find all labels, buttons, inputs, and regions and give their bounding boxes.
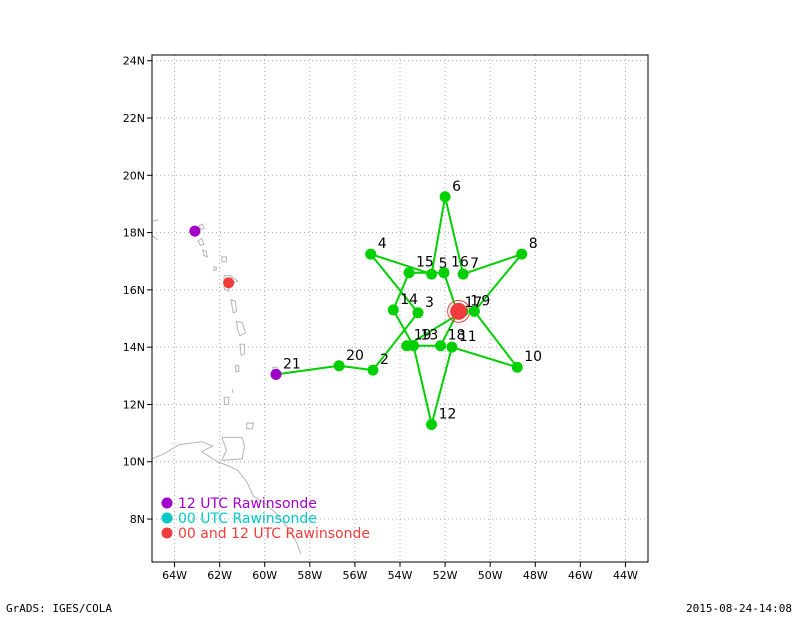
rawinsonde-stations: [189, 225, 282, 380]
island-stlucia: [239, 343, 245, 356]
island-grenadines: [231, 388, 234, 394]
track-point-label: 17: [464, 295, 482, 311]
track-point: [365, 248, 377, 260]
track-point-label: 12: [439, 407, 457, 423]
x-tick-label: 62W: [207, 569, 232, 582]
track-point: [438, 267, 450, 279]
x-tick-label: 56W: [342, 569, 367, 582]
island-tobago: [246, 422, 255, 430]
island-montserrat: [213, 266, 217, 272]
storm-center-marker: [450, 302, 468, 320]
island-stcroix: [151, 235, 158, 241]
track-point-label: 6: [452, 179, 461, 195]
x-tick-label: 44W: [613, 569, 638, 582]
track-point-label: 9: [481, 293, 490, 309]
x-tick-label: 60W: [252, 569, 277, 582]
island-stbarts: [197, 237, 205, 247]
map-frame: 64W 62W 60W 58W 56W 54W 52W 50W 48W 46W 44W8N10N12…: [123, 54, 649, 582]
coast-south-america: [151, 441, 302, 554]
track-point: [401, 340, 413, 352]
legend-label: 00 UTC Rawinsonde: [178, 511, 317, 527]
x-tick-label: 64W: [162, 569, 187, 582]
track-point: [426, 268, 438, 280]
x-tick-label: 54W: [388, 569, 413, 582]
y-tick-label: 24N: [123, 55, 145, 68]
track-point-label: 13: [421, 328, 439, 344]
island-martinique: [235, 320, 247, 337]
track-lines: [275, 195, 523, 426]
track-point-label: 2: [380, 352, 389, 368]
y-tick-label: 12N: [123, 398, 145, 411]
y-tick-label: 20N: [123, 169, 145, 182]
track-point-label: 20: [346, 348, 364, 364]
island-bvi: [152, 219, 159, 222]
track-point-label: 19: [414, 328, 432, 344]
track-point-label: 1: [470, 293, 479, 309]
track-point: [511, 361, 523, 373]
track-point: [435, 340, 447, 352]
footer-credit: GrADS: IGES/COLA: [6, 602, 112, 615]
island-grenada: [223, 396, 230, 405]
y-tick-label: 14N: [123, 341, 145, 354]
footer-timestamp: 2015-08-24-14:08: [686, 602, 792, 615]
track-point-label: 7: [470, 256, 479, 272]
grid-lines: [152, 55, 648, 562]
track-point: [439, 191, 451, 203]
legend-label: 12 UTC Rawinsonde: [178, 496, 317, 512]
legend-marker: [161, 497, 173, 509]
legend-label: 00 and 12 UTC Rawinsonde: [178, 526, 370, 542]
track-point: [516, 248, 528, 260]
legend-marker: [161, 512, 173, 524]
rawinsonde-station: [189, 225, 201, 237]
coastline: [151, 219, 302, 554]
rawinsonde-station: [223, 277, 235, 289]
island-stvincent: [234, 365, 240, 372]
track-point-label: 15: [416, 255, 434, 271]
legend-marker: [161, 527, 173, 539]
island-dominica: [230, 299, 238, 314]
island-stkitts: [202, 248, 208, 258]
track-point: [468, 305, 480, 317]
x-tick-label: 50W: [478, 569, 503, 582]
track-point: [387, 304, 399, 316]
y-tick-label: 16N: [123, 284, 145, 297]
track-point: [367, 364, 379, 376]
y-tick-label: 8N: [130, 513, 145, 526]
island-trinidad: [221, 436, 245, 461]
x-tick-label: 58W: [297, 569, 322, 582]
x-tick-label: 46W: [568, 569, 593, 582]
y-tick-label: 10N: [123, 456, 145, 469]
island-antigua: [221, 256, 227, 263]
track-point-label: 14: [400, 292, 418, 308]
track-point-label: 10: [524, 349, 542, 365]
track-point-label: 5: [439, 256, 448, 272]
rawinsonde-station: [270, 368, 282, 380]
track-point-label: 4: [378, 236, 387, 252]
track-point-label: 11: [459, 329, 477, 345]
y-tick-label: 18N: [123, 227, 145, 240]
track-point: [403, 267, 415, 279]
track-point: [446, 341, 458, 353]
track-point: [426, 419, 438, 431]
track-point: [457, 268, 469, 280]
x-tick-label: 52W: [433, 569, 458, 582]
track-point-label: 3: [425, 295, 434, 311]
track-point: [333, 360, 345, 372]
x-tick-label: 48W: [523, 569, 548, 582]
track-point-label: 21: [283, 356, 301, 372]
track-point-label: 18: [448, 328, 466, 344]
track-point-label: 8: [529, 236, 538, 252]
track-point: [412, 307, 424, 319]
y-tick-label: 22N: [123, 112, 145, 125]
track-line: [275, 195, 523, 426]
track-point-label: 16: [451, 255, 469, 271]
island-anguilla: [198, 223, 205, 231]
